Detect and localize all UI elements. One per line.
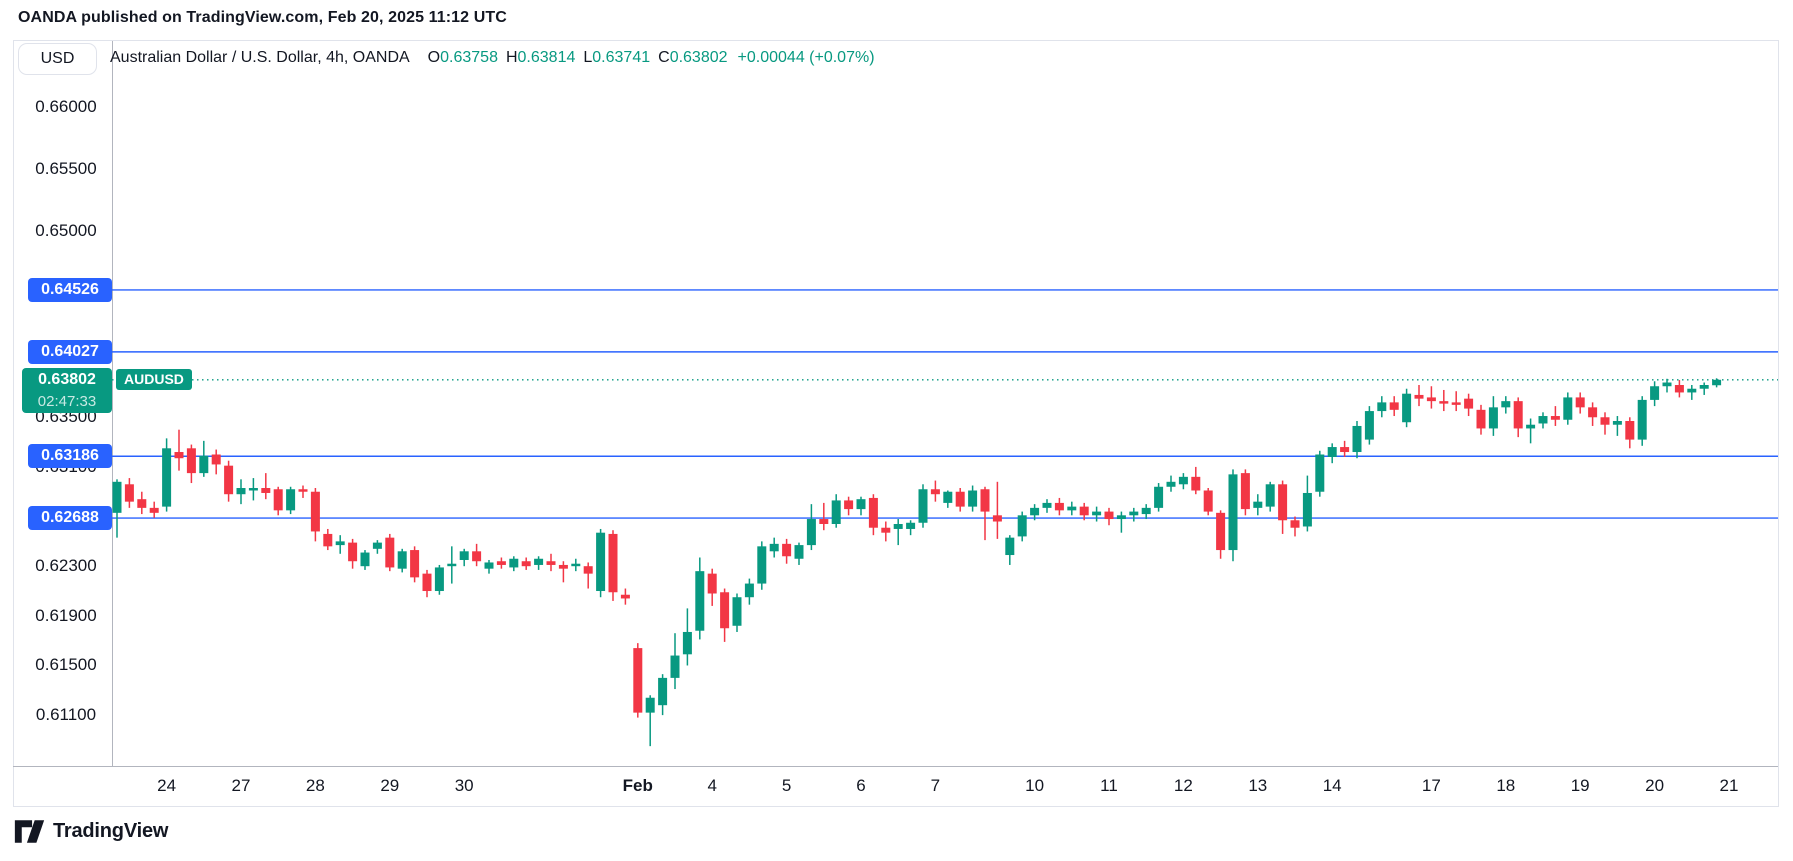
level-price-badge: 0.64526 bbox=[28, 277, 112, 302]
level-price-badge: 0.62688 bbox=[28, 506, 112, 531]
time-axis-label: 17 bbox=[1421, 776, 1441, 795]
time-axis-label: 6 bbox=[856, 776, 866, 795]
low-value: 0.63741 bbox=[592, 49, 651, 66]
price-tick-label: 0.61500 bbox=[35, 655, 97, 675]
time-axis-label: 7 bbox=[930, 776, 941, 795]
time-axis-label: 4 bbox=[707, 776, 717, 795]
chart-pane[interactable] bbox=[112, 41, 1778, 766]
last-price-value: 0.63802 bbox=[38, 370, 96, 388]
symbol-price-line-tag: AUDUSD bbox=[116, 369, 192, 391]
time-axis-label: 28 bbox=[305, 776, 325, 795]
price-axis-separator bbox=[112, 41, 113, 766]
tradingview-logo[interactable]: TradingView bbox=[14, 815, 168, 847]
high-value: 0.63814 bbox=[517, 49, 576, 66]
change-value: +0.00044 (+0.07%) bbox=[737, 49, 875, 66]
panel-border-bottom bbox=[13, 806, 1779, 807]
high-label: H bbox=[505, 49, 518, 66]
time-axis-label: 19 bbox=[1570, 776, 1590, 795]
time-axis-separator bbox=[13, 766, 1778, 767]
panel-border-left bbox=[13, 40, 14, 807]
price-tick-label: 0.61100 bbox=[35, 705, 97, 725]
time-axis-label: 27 bbox=[231, 776, 251, 795]
open-value: 0.63758 bbox=[440, 49, 498, 66]
price-tick-label: 0.62300 bbox=[35, 556, 97, 576]
price-tick-label: 0.65000 bbox=[35, 221, 97, 241]
time-axis-label: Feb bbox=[622, 776, 653, 795]
time-axis-label: 10 bbox=[1025, 776, 1045, 795]
tradingview-logo-icon bbox=[14, 819, 45, 843]
open-label: O bbox=[427, 49, 441, 66]
chart-legend: Australian Dollar / U.S. Dollar, 4h, OAN… bbox=[110, 47, 875, 69]
close-label: C bbox=[658, 49, 670, 66]
candle-countdown: 02:47:33 bbox=[37, 392, 97, 410]
price-tick-label: 0.66000 bbox=[35, 97, 97, 116]
time-axis-label: 12 bbox=[1173, 776, 1193, 795]
level-price-badge: 0.63186 bbox=[28, 444, 112, 469]
price-tick-label: 0.65500 bbox=[35, 159, 97, 179]
time-axis-label: 24 bbox=[157, 776, 177, 795]
time-axis-label: 18 bbox=[1496, 776, 1516, 795]
last-price-badge: 0.63802 02:47:33 bbox=[22, 367, 112, 413]
symbol-title: Australian Dollar / U.S. Dollar, 4h, OAN… bbox=[110, 49, 410, 66]
time-axis-label: 5 bbox=[781, 776, 792, 795]
attribution-text: OANDA published on TradingView.com, Feb … bbox=[18, 9, 507, 26]
time-axis-label: 30 bbox=[454, 776, 474, 795]
panel-border-right bbox=[1778, 40, 1779, 807]
level-price-badge: 0.64027 bbox=[28, 339, 112, 364]
panel-border-top bbox=[13, 40, 1778, 41]
close-value: 0.63802 bbox=[669, 49, 728, 66]
time-axis-label: 21 bbox=[1719, 776, 1739, 795]
price-tick-label: 0.61900 bbox=[35, 605, 97, 625]
time-axis-label: 14 bbox=[1322, 776, 1342, 795]
time-axis-label: 20 bbox=[1645, 776, 1665, 795]
tradingview-logo-text: TradingView bbox=[53, 819, 169, 842]
time-axis-label: 11 bbox=[1100, 776, 1118, 795]
time-axis-label: 13 bbox=[1248, 776, 1268, 795]
currency-unit-button[interactable]: USD bbox=[18, 43, 97, 75]
time-axis-label: 29 bbox=[380, 776, 400, 795]
low-label: L bbox=[583, 49, 593, 66]
